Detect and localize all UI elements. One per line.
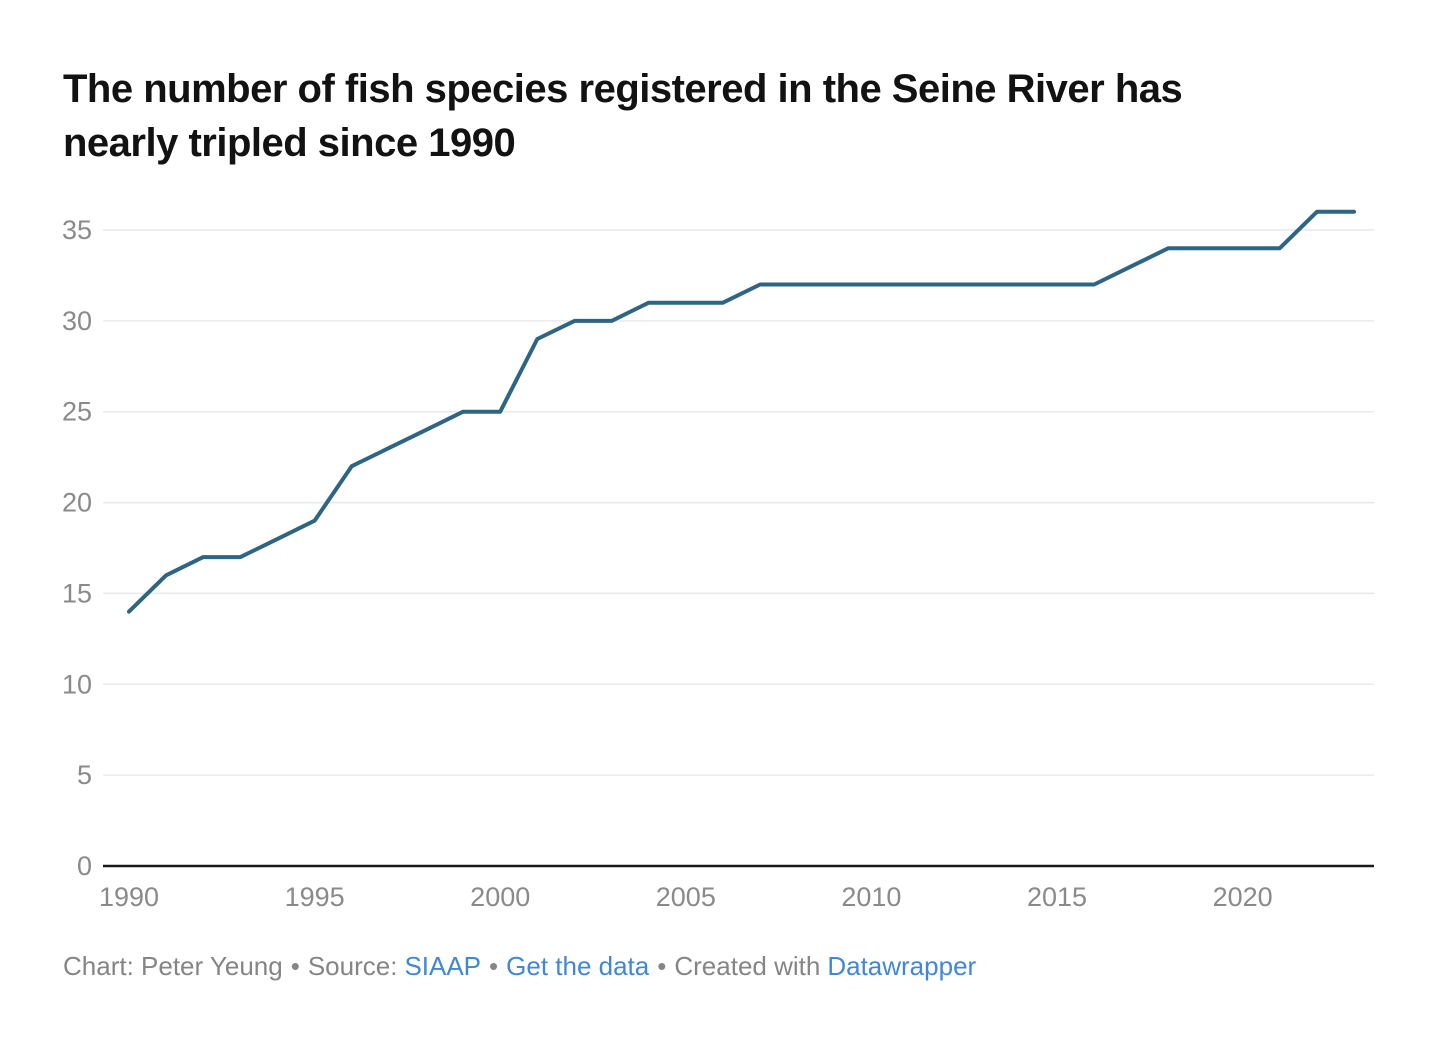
footer-credits: Chart: Peter Yeung • Source: SIAAP • Get the … [63,951,1393,982]
source-link[interactable]: SIAAP [404,951,482,981]
datawrapper-link[interactable]: Datawrapper [827,951,977,981]
y-axis-tick-labels: 0 5 10 15 20 25 30 35 [62,215,92,881]
chart-title-line2: nearly tripled since 1990 [63,121,516,165]
y-tick-label: 30 [62,306,92,336]
y-tick-label: 25 [62,397,92,427]
footer-created-with: Created with [674,951,821,981]
footer-separator: • [489,951,499,981]
footer-source-label: Source: [307,951,398,981]
data-series [127,209,1356,614]
footer-separator: • [657,951,667,981]
x-tick-label: 2000 [470,882,530,912]
get-the-data-link[interactable]: Get the data [506,951,650,981]
y-tick-label: 10 [62,669,92,699]
x-tick-label: 2005 [656,882,716,912]
footer-separator: • [290,951,300,981]
x-tick-label: 2015 [1027,882,1087,912]
footer-credit: Chart: Peter Yeung [63,951,283,981]
x-tick-label: 1990 [99,882,159,912]
x-tick-label: 1995 [285,882,345,912]
y-tick-label: 15 [62,578,92,608]
x-tick-label: 2020 [1213,882,1273,912]
gridlines [103,229,1374,776]
x-tick-label: 2010 [841,882,901,912]
x-axis-tick-labels: 1990 1995 2000 2005 2010 2015 2020 [99,882,1273,912]
y-tick-label: 5 [77,760,92,790]
fish-species-line [127,209,1356,614]
y-tick-label: 20 [62,488,92,518]
y-tick-label: 0 [77,851,92,881]
y-tick-label: 35 [62,215,92,245]
chart-title: The number of fish species registered in… [63,62,1393,170]
chart-title-line1: The number of fish species registered in… [63,67,1183,111]
